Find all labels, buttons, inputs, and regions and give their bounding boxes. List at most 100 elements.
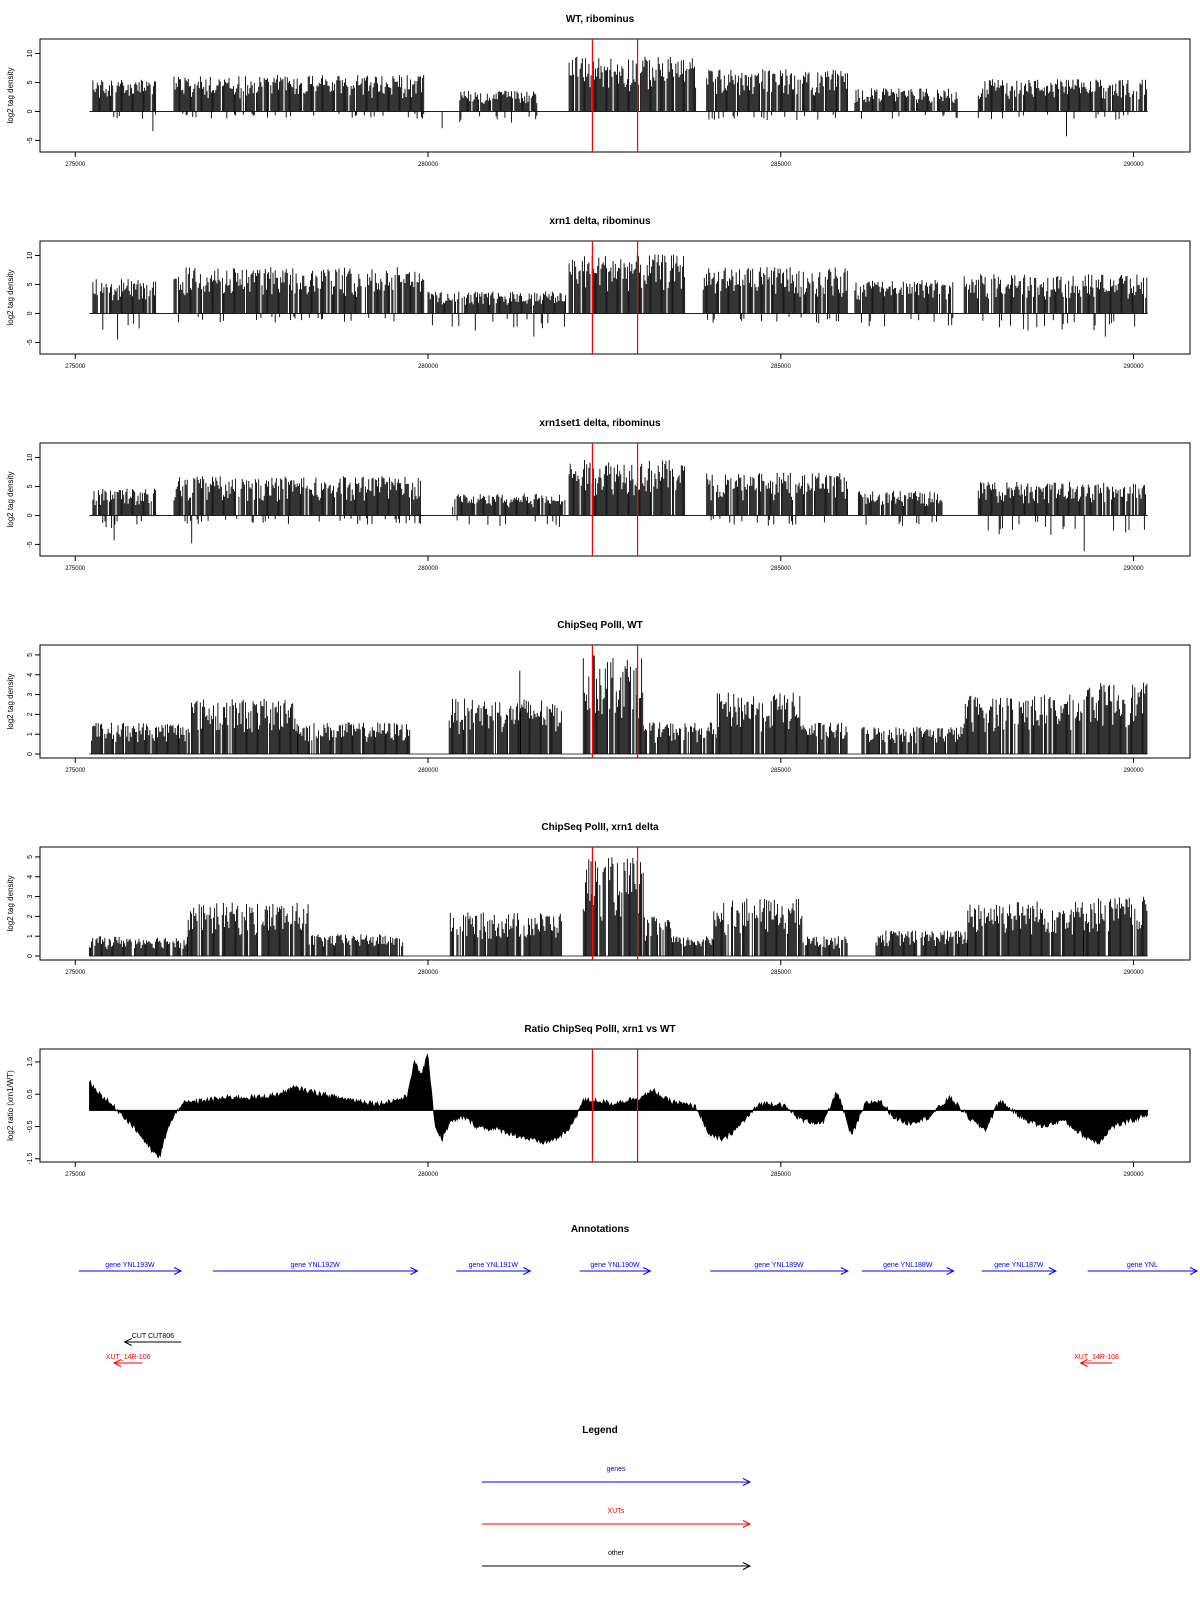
legend-entries: genes XUTs other bbox=[482, 1466, 752, 1570]
track-panel: WT, ribominus log2 tag density -5 0 5 10 27500… bbox=[6, 14, 1191, 168]
arrowhead-icon bbox=[643, 1267, 652, 1275]
arrowhead-icon bbox=[742, 1478, 752, 1486]
x-tick-label: 290000 bbox=[1124, 1172, 1145, 1178]
feature-label: gene YNL190W bbox=[590, 1262, 640, 1269]
x-tick-label: 285000 bbox=[771, 1172, 792, 1178]
x-tick-label: 275000 bbox=[65, 566, 86, 572]
series-data bbox=[89, 1053, 1149, 1159]
annotations-title: Annotations bbox=[571, 1224, 630, 1235]
series-data bbox=[89, 56, 1148, 137]
x-tick-label: 285000 bbox=[771, 768, 792, 774]
y-axis-label: log2 tag density bbox=[6, 471, 15, 527]
panel-title: xrn1set1 delta, ribominus bbox=[539, 418, 661, 429]
plot-frame bbox=[39, 442, 1191, 557]
annotation-feature: gene YNL192W bbox=[212, 1262, 419, 1275]
feature-label: gene YNL bbox=[1127, 1262, 1158, 1269]
y-tick-label: 5 bbox=[27, 653, 34, 657]
x-tick-label: 280000 bbox=[418, 1172, 439, 1178]
plot-frame bbox=[39, 1048, 1191, 1163]
y-tick-label: 4 bbox=[27, 875, 34, 879]
y-tick-label: 0 bbox=[27, 954, 34, 958]
y-tick-label: 5 bbox=[27, 484, 34, 488]
arrowhead-icon bbox=[1079, 1359, 1088, 1367]
arrowhead-icon bbox=[112, 1359, 122, 1367]
annotation-feature: gene YNL191W bbox=[456, 1262, 532, 1275]
x-tick-label: 290000 bbox=[1124, 768, 1145, 774]
annotation-feature: XUT_14R-108 bbox=[1074, 1354, 1119, 1367]
feature-label: XUT_14R-106 bbox=[106, 1354, 151, 1361]
y-tick-label: 3 bbox=[27, 895, 34, 899]
x-tick-label: 290000 bbox=[1124, 970, 1145, 976]
feature-label: gene YNL191W bbox=[469, 1262, 519, 1269]
x-tick-label: 280000 bbox=[418, 162, 439, 168]
x-tick-label: 280000 bbox=[418, 566, 439, 572]
data-bars bbox=[92, 460, 1146, 552]
y-tick-label: 1 bbox=[27, 934, 34, 938]
y-tick-label: 5 bbox=[27, 855, 34, 859]
y-tick-label: 0.5 bbox=[27, 1089, 34, 1099]
arrowhead-icon bbox=[173, 1267, 183, 1275]
plot-frame bbox=[39, 240, 1191, 355]
plot-frame bbox=[39, 644, 1191, 759]
y-tick-label: 4 bbox=[27, 673, 34, 677]
y-tick-label: -0.5 bbox=[27, 1120, 34, 1132]
feature-label: XUT_14R-108 bbox=[1074, 1354, 1119, 1361]
track-panel: xrn1 delta, ribominus log2 tag density -5 0… bbox=[6, 216, 1191, 370]
x-tick-label: 275000 bbox=[65, 970, 86, 976]
track-panel: Ratio ChipSeq PolII, xrn1 vs WT log2 rati… bbox=[6, 1024, 1191, 1178]
y-tick-label: -5 bbox=[27, 137, 34, 143]
y-tick-label: 2 bbox=[27, 712, 34, 716]
series-data bbox=[88, 857, 1148, 957]
arrowhead-icon bbox=[840, 1267, 849, 1275]
arrowhead-icon bbox=[946, 1267, 955, 1275]
y-tick-label: 10 bbox=[27, 251, 34, 259]
y-tick-label: -5 bbox=[27, 541, 34, 547]
x-tick-label: 280000 bbox=[418, 364, 439, 370]
annotation-feature: gene YNL187W bbox=[981, 1262, 1058, 1275]
legend-entry: genes bbox=[482, 1466, 752, 1486]
legend-label: other bbox=[608, 1550, 625, 1557]
annotation-feature: gene YNL189W bbox=[710, 1262, 849, 1275]
x-tick-label: 275000 bbox=[65, 162, 86, 168]
feature-label: CUT CUT806 bbox=[132, 1333, 174, 1340]
panel-title: xrn1 delta, ribominus bbox=[549, 216, 651, 227]
panel-title: WT, ribominus bbox=[566, 14, 635, 25]
panel-title: Ratio ChipSeq PolII, xrn1 vs WT bbox=[524, 1024, 675, 1035]
x-tick-label: 285000 bbox=[771, 970, 792, 976]
legend-label: genes bbox=[606, 1466, 626, 1473]
ratio-area bbox=[89, 1053, 1149, 1159]
y-tick-label: 5 bbox=[27, 282, 34, 286]
arrowhead-icon bbox=[742, 1520, 752, 1528]
y-axis-label: log2 tag density bbox=[6, 269, 15, 325]
arrowhead-icon bbox=[1048, 1267, 1058, 1275]
arrowhead-icon bbox=[1189, 1267, 1199, 1275]
x-tick-label: 290000 bbox=[1124, 566, 1145, 572]
annotation-feature: gene YNL193W bbox=[78, 1262, 183, 1275]
x-tick-label: 275000 bbox=[65, 768, 86, 774]
data-bars bbox=[92, 56, 1148, 137]
arrowhead-icon bbox=[742, 1562, 752, 1570]
y-tick-label: 10 bbox=[27, 453, 34, 461]
y-axis-label: log2 ratio (xrn1/WT) bbox=[6, 1070, 15, 1141]
x-tick-label: 285000 bbox=[771, 566, 792, 572]
y-tick-label: -1.5 bbox=[27, 1153, 34, 1165]
y-tick-label: 3 bbox=[27, 693, 34, 697]
data-bars bbox=[92, 254, 1148, 340]
y-tick-label: 0 bbox=[27, 752, 34, 756]
plot-frame bbox=[39, 846, 1191, 961]
feature-label: gene YNL187W bbox=[994, 1262, 1044, 1269]
y-tick-label: -5 bbox=[27, 339, 34, 345]
y-tick-label: 0 bbox=[27, 513, 34, 517]
track-panel: xrn1set1 delta, ribominus log2 tag densit… bbox=[6, 418, 1191, 572]
panel-title: ChipSeq PolII, xrn1 delta bbox=[541, 822, 659, 833]
legend-panel: Legend genes XUTs other bbox=[482, 1425, 752, 1570]
annotation-feature: gene YNL188W bbox=[861, 1262, 955, 1275]
x-tick-label: 285000 bbox=[771, 162, 792, 168]
series-data bbox=[89, 655, 1148, 755]
annotations-panel: Annotations gene YNL193W gene YNL192W gene… bbox=[78, 1224, 1199, 1367]
annotation-feature: gene YNL190W bbox=[579, 1262, 652, 1275]
y-tick-label: 0 bbox=[27, 311, 34, 315]
arrowhead-icon bbox=[123, 1338, 132, 1346]
